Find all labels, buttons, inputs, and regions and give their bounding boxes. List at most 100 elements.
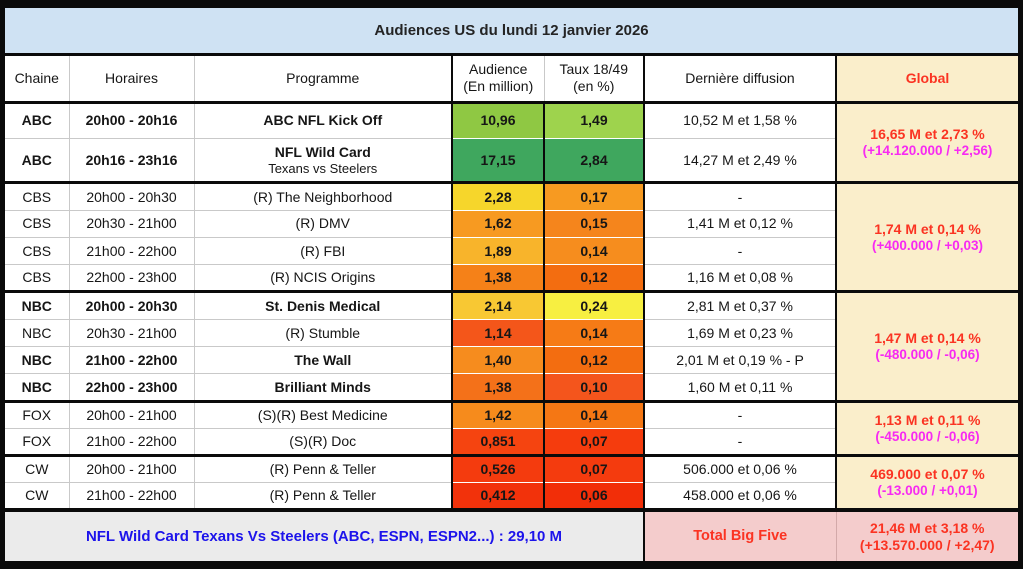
last-diffusion-cell: 1,69 M et 0,23 %	[643, 318, 836, 347]
program-cell: (R) Stumble	[193, 318, 452, 347]
table-row-cw-1: CW 20h00 - 21h00 (R) Penn & Teller 0,526…	[5, 454, 1019, 511]
program-cell: (R) Penn & Teller	[193, 454, 452, 483]
program-title: (R) FBI	[300, 242, 346, 259]
time-cell: 20h30 - 21h00	[68, 318, 194, 347]
rating-cell: 0,15	[543, 209, 644, 238]
last-diffusion-cell: 1,60 M et 0,11 %	[643, 373, 836, 402]
program-title: (R) Penn & Teller	[269, 487, 376, 504]
program-title: The Wall	[294, 351, 352, 368]
table-row-cbs-3: CBS 21h00 - 22h00 (R) FBI 1,89 0,14 -	[5, 236, 1018, 265]
last-diffusion-cell: 2,81 M et 0,37 %	[643, 290, 836, 320]
global-delta-value: (-480.000 / -0,06)	[875, 346, 980, 362]
audience-cell: 1,62	[451, 209, 544, 238]
col-header-audience: Audience (En million)	[451, 53, 544, 102]
time-cell: 22h00 - 23h00	[68, 264, 194, 292]
time-cell: 20h00 - 21h00	[68, 454, 194, 483]
rating-cell: 2,84	[543, 137, 644, 183]
table-row-cbs-1: CBS 20h00 - 20h30 (R) The Neighborhood 2…	[5, 181, 1019, 292]
rating-cell: 0,12	[543, 346, 644, 374]
footer-nfl-total: NFL Wild Card Texans Vs Steelers (ABC, E…	[5, 508, 644, 561]
table-row-abc-2: ABC 20h16 - 23h16 NFL Wild Card Texans v…	[5, 137, 1018, 183]
last-diffusion-cell: -	[643, 427, 836, 456]
program-cell: ABC NFL Kick Off	[193, 100, 452, 139]
rating-cell: 0,07	[543, 427, 644, 456]
global-main-value: 1,74 M et 0,14 %	[874, 220, 981, 237]
last-diffusion-cell: 1,41 M et 0,12 %	[643, 209, 836, 238]
audience-cell: 10,96	[451, 100, 544, 139]
program-title: St. Denis Medical	[265, 297, 381, 314]
time-cell: 20h16 - 23h16	[68, 137, 194, 183]
audience-cell: 1,42	[451, 399, 544, 429]
audience-cell: 1,38	[451, 373, 544, 402]
table-row-nbc-2: NBC 20h30 - 21h00 (R) Stumble 1,14 0,14 …	[5, 318, 1018, 347]
channel-cell: NBC	[5, 346, 69, 374]
time-cell: 20h30 - 21h00	[68, 209, 194, 238]
last-diffusion-cell: 14,27 M et 2,49 %	[643, 137, 836, 183]
global-main-value: 469.000 et 0,07 %	[870, 466, 985, 483]
program-title: Brilliant Minds	[274, 378, 371, 395]
time-cell: 20h00 - 20h30	[68, 290, 194, 320]
program-title: (S)(R) Doc	[289, 433, 357, 450]
audience-cell: 2,14	[451, 290, 544, 320]
program-cell: (R) FBI	[193, 236, 452, 265]
program-cell: (R) The Neighborhood	[193, 181, 452, 211]
program-cell: St. Denis Medical	[193, 290, 452, 320]
footer-total-big-five-value: 21,46 M et 3,18 % (+13.570.000 / +2,47)	[835, 508, 1019, 561]
table-row-fox-1: FOX 20h00 - 21h00 (S)(R) Best Medicine 1…	[5, 399, 1019, 456]
global-main-value: 1,47 M et 0,14 %	[874, 330, 981, 347]
program-title: (S)(R) Best Medicine	[257, 406, 388, 423]
program-title: (R) The Neighborhood	[253, 188, 393, 205]
program-title: NFL Wild Card	[274, 143, 371, 160]
program-cell: (R) Penn & Teller	[193, 482, 452, 511]
rating-cell: 0,06	[543, 482, 644, 511]
rating-cell: 0,14	[543, 399, 644, 429]
channel-cell: NBC	[5, 318, 69, 347]
table-row-cw-2: CW 21h00 - 22h00 (R) Penn & Teller 0,412…	[5, 482, 1018, 511]
last-diffusion-cell: -	[643, 181, 836, 211]
audience-cell: 1,14	[451, 318, 544, 347]
table-row-nbc-4: NBC 22h00 - 23h00 Brilliant Minds 1,38 0…	[5, 373, 1018, 402]
audience-cell: 0,412	[451, 482, 544, 511]
col-header-rating-line1: Taux 18/49	[559, 61, 629, 78]
audience-cell: 17,15	[451, 137, 544, 183]
table-row-nbc-1: NBC 20h00 - 20h30 St. Denis Medical 2,14…	[5, 290, 1019, 402]
table-row-fox-2: FOX 21h00 - 22h00 (S)(R) Doc 0,851 0,07 …	[5, 427, 1018, 456]
program-title: (R) DMV	[295, 215, 350, 232]
global-delta-value: (+14.120.000 / +2,56)	[862, 142, 993, 158]
global-cell-nbc: 1,47 M et 0,14 % (-480.000 / -0,06)	[834, 290, 1019, 402]
last-diffusion-cell: 10,52 M et 1,58 %	[643, 100, 836, 139]
col-header-channel: Chaine	[5, 53, 69, 102]
col-header-time: Horaires	[68, 53, 194, 102]
program-title: (R) Penn & Teller	[269, 461, 376, 478]
channel-cell: CW	[5, 482, 69, 511]
channel-cell: CW	[5, 454, 69, 483]
program-cell: (R) NCIS Origins	[193, 264, 452, 292]
last-diffusion-cell: -	[643, 236, 836, 265]
col-header-last-diffusion: Dernière diffusion	[643, 53, 836, 102]
channel-cell: NBC	[5, 373, 69, 402]
channel-cell: CBS	[5, 181, 69, 211]
rating-cell: 0,24	[543, 290, 644, 320]
time-cell: 21h00 - 22h00	[68, 236, 194, 265]
program-cell: (S)(R) Doc	[193, 427, 452, 456]
program-title: (R) Stumble	[285, 324, 361, 341]
program-cell: (S)(R) Best Medicine	[193, 399, 452, 429]
rating-cell: 0,14	[543, 318, 644, 347]
last-diffusion-cell: 458.000 et 0,06 %	[643, 482, 836, 511]
program-cell: Brilliant Minds	[193, 373, 452, 402]
col-header-rating-line2: (en %)	[573, 78, 615, 95]
table-row-abc-1: ABC 20h00 - 20h16 ABC NFL Kick Off 10,96…	[5, 100, 1019, 183]
channel-cell: FOX	[5, 427, 69, 456]
channel-cell: CBS	[5, 264, 69, 292]
global-main-value: 16,65 M et 2,73 %	[870, 125, 985, 142]
time-cell: 20h00 - 20h30	[68, 181, 194, 211]
global-main-value: 1,13 M et 0,11 %	[874, 411, 981, 428]
program-subtitle: Texans vs Steelers	[268, 160, 378, 176]
col-header-global: Global	[834, 53, 1019, 102]
audience-cell: 1,89	[451, 236, 544, 265]
footer-total-main: 21,46 M et 3,18 %	[870, 519, 985, 536]
table-title: Audiences US du lundi 12 janvier 2026	[5, 8, 1019, 55]
rating-cell: 1,49	[543, 100, 644, 139]
channel-cell: CBS	[5, 209, 69, 238]
